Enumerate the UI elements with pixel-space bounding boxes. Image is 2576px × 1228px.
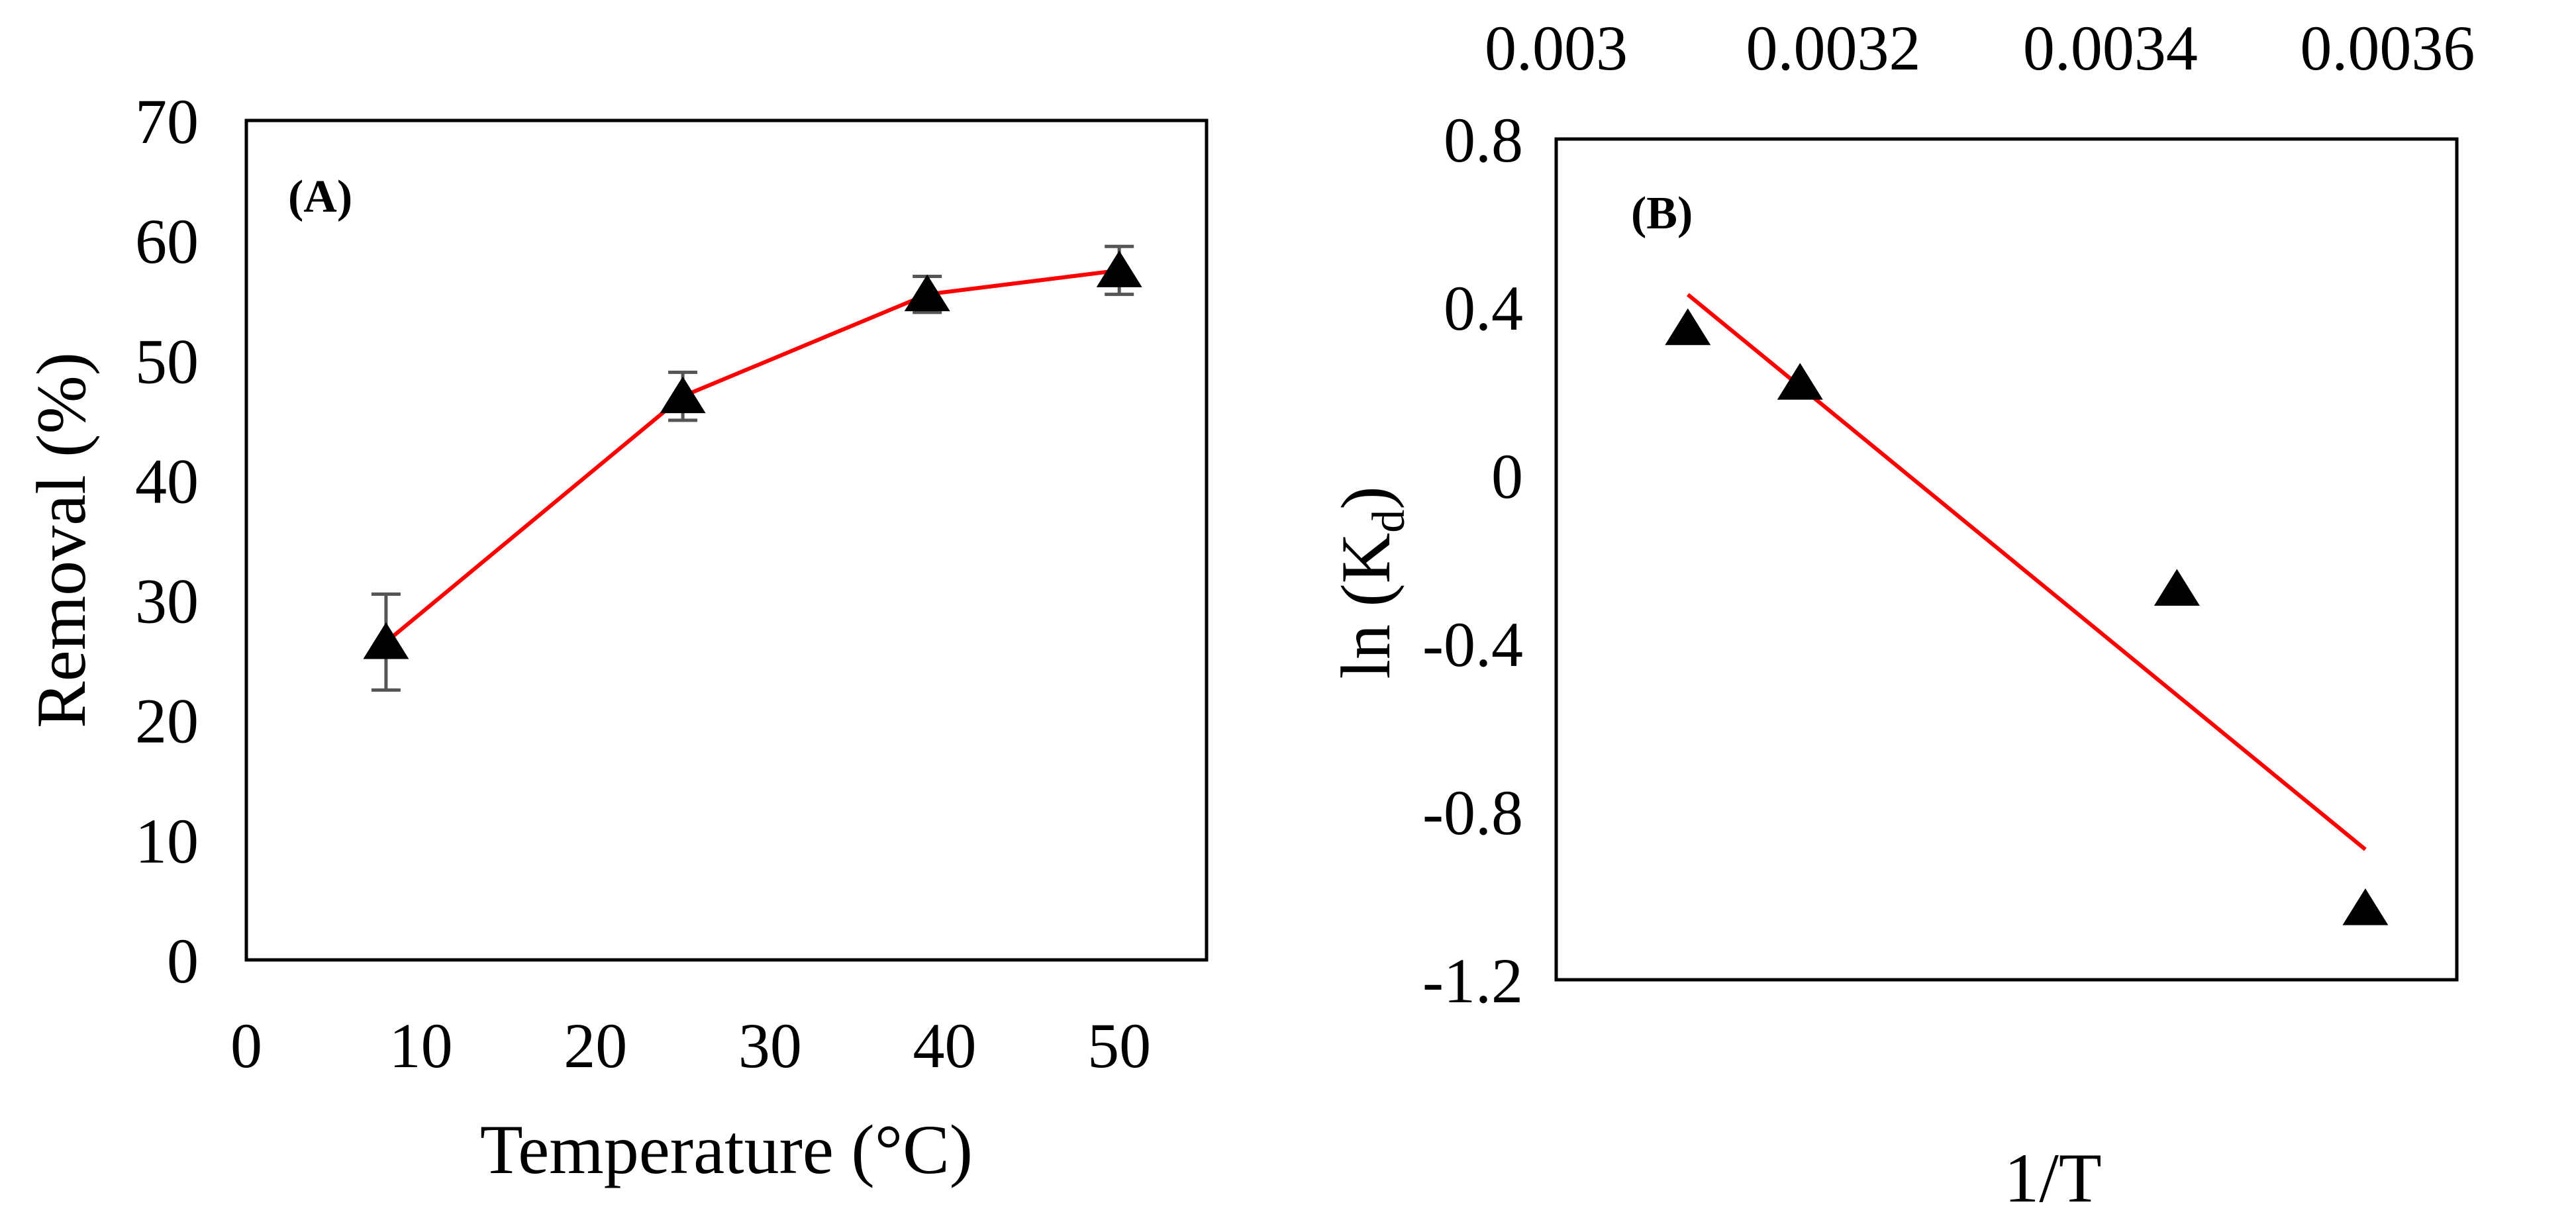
panel-b-x-tick-label: 0.0032 bbox=[1746, 13, 1920, 83]
panel-a-y-tick-label: 10 bbox=[135, 806, 199, 876]
panel-b-x-axis-title: 1/T bbox=[2004, 1139, 2101, 1217]
panel-a-x-tick-label: 30 bbox=[738, 1010, 802, 1081]
panel-a-x-tick-label: 0 bbox=[230, 1010, 262, 1081]
panel-a-error-bars bbox=[371, 244, 1134, 692]
panel-b-y-tick-label: 0.8 bbox=[1444, 105, 1523, 175]
panel-b-y-tick-label: -0.4 bbox=[1422, 609, 1523, 680]
panel-b-data-point bbox=[2342, 888, 2389, 925]
panel-b-y-axis-title-main: ln (K bbox=[1327, 533, 1405, 679]
panel-b-y-tick-label: -0.8 bbox=[1422, 777, 1523, 848]
panel-b-x-tick-labels: 0.003 0.0032 0.0034 0.0036 bbox=[1485, 13, 2475, 83]
panel-a-data-point bbox=[363, 622, 409, 659]
panel-a-y-tick-labels: 0 10 20 30 40 50 60 70 bbox=[135, 86, 199, 996]
panel-a-x-tick-label: 10 bbox=[389, 1010, 453, 1081]
panel-a-x-axis-title: Temperature (°C) bbox=[480, 1111, 973, 1188]
panel-b-y-tick-label: -1.2 bbox=[1422, 945, 1523, 1016]
panel-a-label: (A) bbox=[288, 171, 352, 222]
panel-b-trendline bbox=[1686, 293, 2367, 851]
panel-b-data-point bbox=[1777, 363, 1823, 400]
panel-b-data-point bbox=[2154, 569, 2200, 606]
panel-b-y-tick-label: 0.4 bbox=[1444, 273, 1523, 344]
panel-a-plot-frame bbox=[244, 118, 1209, 962]
panel-a-y-tick-label: 70 bbox=[135, 86, 199, 157]
panel-b-y-tick-label: 0 bbox=[1491, 441, 1523, 512]
panel-b-x-tick-label: 0.003 bbox=[1485, 13, 1628, 83]
panel-b-data-points bbox=[1665, 308, 2389, 925]
panel-a-y-tick-label: 50 bbox=[135, 326, 199, 397]
panel-b-x-tick-label: 0.0036 bbox=[2300, 13, 2475, 83]
panel-b-y-axis-title-subscript: d bbox=[1363, 510, 1414, 533]
panel-a-y-tick-label: 0 bbox=[167, 925, 199, 996]
panel-a-y-tick-label: 60 bbox=[135, 206, 199, 277]
panel-a-chart: (A) 0 10 20 30 40 50 60 70 0 10 20 30 40 50 Temperat… bbox=[23, 86, 1209, 1188]
panel-a-x-tick-label: 40 bbox=[913, 1010, 977, 1081]
panel-a-x-tick-labels: 0 10 20 30 40 50 bbox=[230, 1010, 1151, 1081]
panel-b-y-tick-labels: 0.8 0.4 0 -0.4 -0.8 -1.2 bbox=[1422, 105, 1523, 1016]
panel-a-y-tick-label: 40 bbox=[135, 446, 199, 516]
panel-a-data-point bbox=[904, 274, 950, 312]
panel-b-y-axis-title-close: ) bbox=[1327, 486, 1405, 509]
panel-b-plot-frame bbox=[1554, 137, 2459, 982]
panel-a-data-points bbox=[363, 250, 1142, 659]
panel-a-y-tick-label: 20 bbox=[135, 686, 199, 757]
panel-b-data-point bbox=[1665, 308, 1711, 346]
panel-b-x-tick-label: 0.0034 bbox=[2023, 13, 2198, 83]
panel-a-y-tick-label: 30 bbox=[135, 566, 199, 637]
panel-a-y-axis-title: Removal (%) bbox=[23, 352, 100, 728]
panel-a-data-point bbox=[660, 376, 706, 414]
panel-b-chart: (B) 0.80.40-0.4-0.8-1.2 0.003 0.0032 0.003… bbox=[1327, 13, 2475, 1217]
panel-a-data-point bbox=[1096, 250, 1142, 287]
panel-b-y-axis-title: ln (Kd) bbox=[1327, 486, 1414, 679]
panel-a-series-line bbox=[384, 268, 1120, 644]
panel-a-x-tick-label: 50 bbox=[1087, 1010, 1151, 1081]
panel-a-x-tick-label: 20 bbox=[564, 1010, 627, 1081]
panel-b-label: (B) bbox=[1631, 188, 1693, 239]
